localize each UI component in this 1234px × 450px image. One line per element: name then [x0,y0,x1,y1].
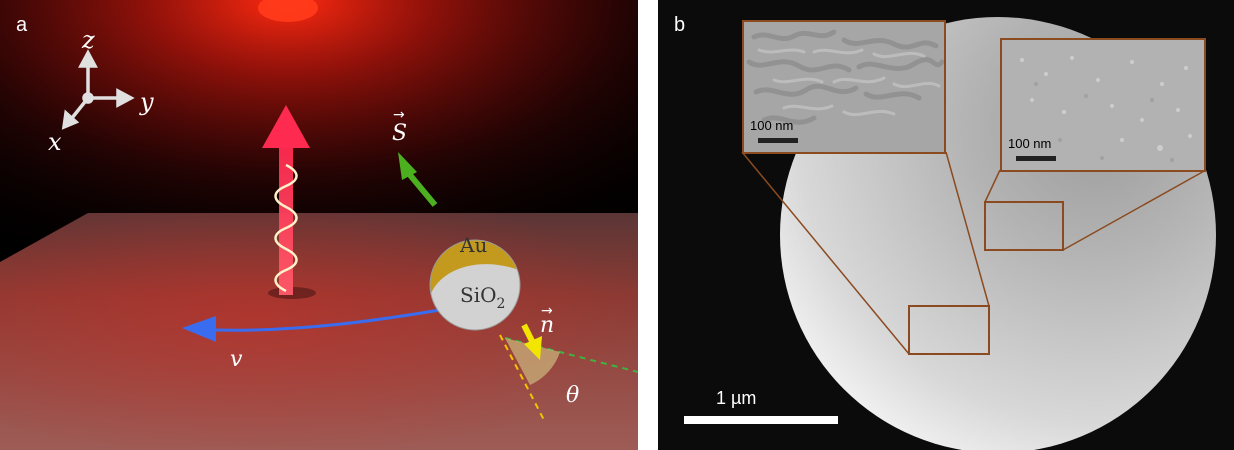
theta-wedge [505,338,560,385]
axes-icon [61,49,135,130]
x-axis-label: x [48,128,62,156]
v-label: v [230,347,243,372]
zoom-region-right [984,201,1064,251]
z-axis-label: z [81,26,95,54]
velocity-arrow [182,308,441,342]
main-scale-label: 1 µm [716,388,757,408]
inset-right-scale-label: 100 nm [1008,136,1052,151]
janus-particle [429,239,521,331]
svg-text:→: → [393,107,405,123]
inset-left: 100 nm [742,20,946,154]
silica-label: SiO2 [460,283,505,312]
normal-vector-arrow [521,323,542,360]
laser-source [258,0,318,22]
gold-cap-label: Au [459,233,487,257]
main-scale-bar [684,416,838,424]
n-vector-label: n [540,313,554,338]
optical-beam [262,105,310,295]
y-axis-label: y [139,88,154,116]
panel-a-letter: a [16,14,28,36]
inset-right-scale-bar [1016,156,1056,161]
inset-left-scale-bar [758,138,798,143]
normal-dashed-line [499,334,546,423]
inset-left-scale-label: 100 nm [750,118,794,133]
zoom-region-left [908,305,990,355]
panel-b: 100 nm 100 nm 1 µm b [658,0,1234,450]
panel-a: z y x S → v θ Au [0,0,638,450]
panel-b-letter: b [674,14,686,36]
s-vector-label: S [392,121,407,146]
inset-right: 100 nm [1000,38,1206,172]
schematic-illustration: z y x S → v θ Au [0,0,638,450]
poynting-vector-arrow [398,152,438,207]
theta-label: θ [566,383,579,408]
svg-text:→: → [541,303,553,319]
